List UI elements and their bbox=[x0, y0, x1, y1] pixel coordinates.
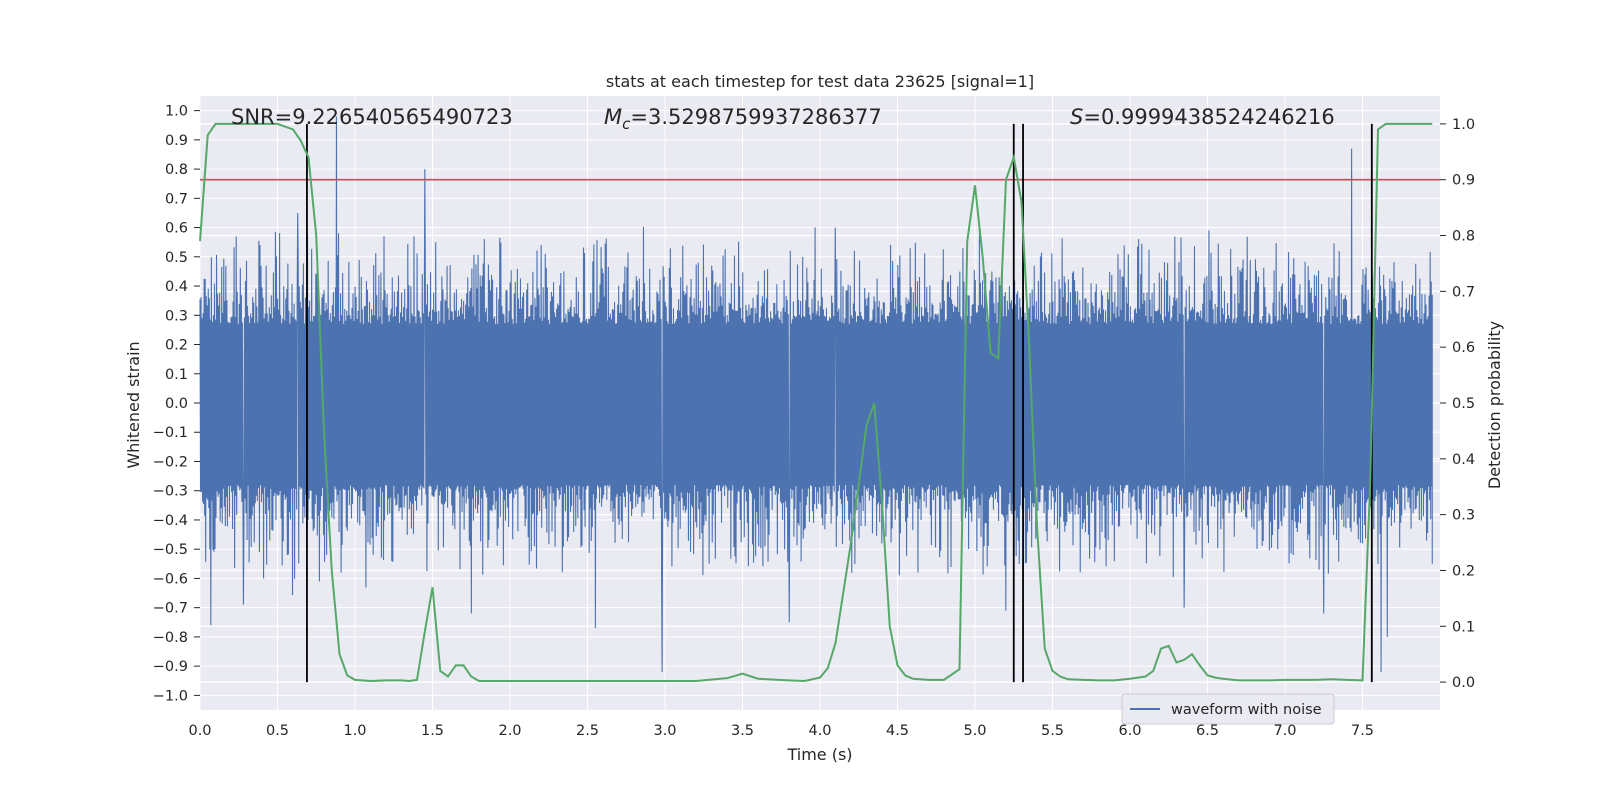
legend-label: waveform with noise bbox=[1171, 702, 1322, 718]
y-left-tick-label: −0.7 bbox=[153, 601, 188, 617]
x-tick-label: 1.0 bbox=[343, 723, 366, 739]
chirp-mass-annotation: Mc=3.5298759937286377 bbox=[604, 105, 882, 133]
x-tick-label: 2.5 bbox=[576, 723, 599, 739]
y-left-tick-label: −0.3 bbox=[153, 484, 188, 500]
x-tick-label: 7.0 bbox=[1273, 723, 1296, 739]
y-left-tick-label: 0.9 bbox=[165, 133, 188, 149]
s-symbol: S bbox=[1070, 105, 1083, 129]
y-left-tick-label: −0.1 bbox=[153, 425, 188, 441]
chirp-mass-value: =3.5298759937286377 bbox=[630, 105, 881, 129]
y-right-tick-label: 0.3 bbox=[1452, 508, 1475, 524]
y-right-tick-label: 0.6 bbox=[1452, 340, 1475, 356]
x-tick-label: 6.5 bbox=[1196, 723, 1219, 739]
y-left-tick-label: −0.9 bbox=[153, 659, 188, 675]
y-left-tick-label: −0.2 bbox=[153, 454, 188, 470]
x-tick-label: 0.0 bbox=[188, 723, 211, 739]
y-right-tick-label: 0.2 bbox=[1452, 563, 1475, 579]
x-tick-label: 2.0 bbox=[498, 723, 521, 739]
y-left-tick-label: −1.0 bbox=[153, 688, 188, 704]
waveform-series bbox=[199, 116, 1433, 672]
y-left-tick-label: 0.3 bbox=[165, 308, 188, 324]
detection-probability-line bbox=[199, 122, 1433, 682]
y-right-tick-label: 0.8 bbox=[1452, 229, 1475, 245]
y-right-tick-label: 0.5 bbox=[1452, 396, 1475, 412]
y-axis-left: 1.0 0.9 0.8 0.7 0.6 0.5 0.4 0.3 0.2 0.1 0.0 −0.1 −0.… bbox=[153, 104, 200, 704]
y-right-tick-label: 0.9 bbox=[1452, 173, 1475, 189]
x-tick-label: 7.5 bbox=[1351, 723, 1374, 739]
y-left-tick-label: 0.1 bbox=[165, 367, 188, 383]
x-tick-label: 4.5 bbox=[886, 723, 909, 739]
x-axis: 0.0 0.5 1.0 1.5 2.0 2.5 3.0 3.5 4.0 4.5 5.0 5.5 6.0 6… bbox=[188, 723, 1374, 739]
chirp-mass-symbol: M bbox=[604, 105, 622, 129]
legend-box bbox=[1121, 693, 1335, 725]
y-right-tick-label: 0.4 bbox=[1452, 452, 1475, 468]
chart-title: stats at each timestep for test data 236… bbox=[606, 72, 1034, 91]
y-axis-right-label: Detection probability bbox=[1485, 321, 1504, 489]
detection-probability-series bbox=[199, 122, 1433, 682]
x-tick-label: 6.0 bbox=[1118, 723, 1141, 739]
y-left-tick-label: 0.4 bbox=[165, 279, 188, 295]
y-right-tick-label: 0.7 bbox=[1452, 284, 1475, 300]
y-left-tick-label: −0.8 bbox=[153, 630, 188, 646]
y-left-tick-label: 0.0 bbox=[165, 396, 188, 412]
x-tick-label: 5.5 bbox=[1041, 723, 1064, 739]
waveform-trace bbox=[199, 116, 1433, 672]
y-left-tick-label: 0.2 bbox=[165, 338, 188, 354]
snr-annotation: SNR=9.226540565490723 bbox=[231, 105, 513, 129]
x-tick-label: 0.5 bbox=[266, 723, 289, 739]
x-tick-label: 5.0 bbox=[963, 723, 986, 739]
x-tick-label: 3.5 bbox=[731, 723, 754, 739]
y-left-tick-label: 0.7 bbox=[165, 191, 188, 207]
y-axis-left-label: Whitened strain bbox=[124, 341, 143, 468]
y-right-tick-label: 0.0 bbox=[1452, 675, 1475, 691]
y-left-tick-label: 1.0 bbox=[165, 104, 188, 120]
y-left-tick-label: 0.6 bbox=[165, 221, 188, 237]
chirp-mass-subscript: c bbox=[622, 115, 631, 133]
x-tick-label: 3.0 bbox=[653, 723, 676, 739]
y-axis-right: 1.0 0.9 0.8 0.7 0.6 0.5 0.4 0.3 0.2 0.1 0.0 bbox=[1440, 117, 1475, 691]
y-left-tick-label: −0.4 bbox=[153, 513, 188, 529]
y-right-tick-label: 0.1 bbox=[1452, 619, 1475, 635]
y-left-tick-label: 0.8 bbox=[165, 162, 188, 178]
x-tick-label: 1.5 bbox=[421, 723, 444, 739]
s-value: =0.9999438524246216 bbox=[1083, 105, 1334, 129]
y-left-tick-label: 0.5 bbox=[165, 250, 188, 266]
y-left-tick-label: −0.5 bbox=[153, 542, 188, 558]
s-annotation: S=0.9999438524246216 bbox=[1070, 105, 1335, 129]
legend: waveform with noise bbox=[1121, 693, 1335, 725]
y-left-tick-label: −0.6 bbox=[153, 571, 188, 587]
y-right-tick-label: 1.0 bbox=[1452, 117, 1475, 133]
x-axis-label: Time (s) bbox=[786, 745, 852, 764]
x-tick-label: 4.0 bbox=[808, 723, 831, 739]
